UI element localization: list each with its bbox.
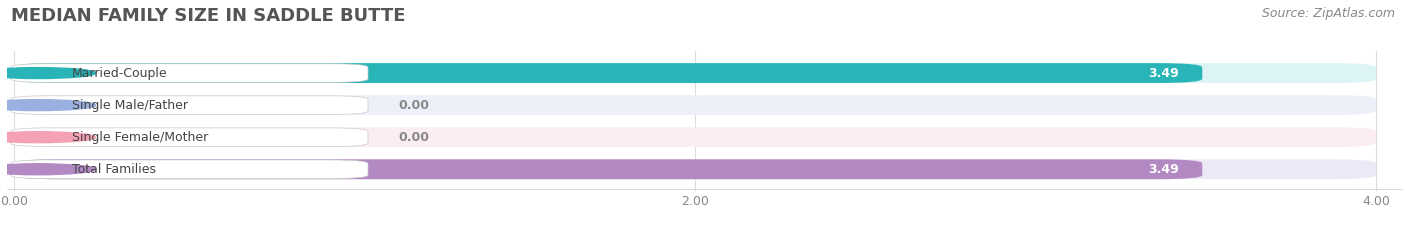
- FancyBboxPatch shape: [10, 160, 368, 178]
- FancyBboxPatch shape: [14, 63, 1376, 83]
- Text: 3.49: 3.49: [1147, 163, 1178, 176]
- Text: Source: ZipAtlas.com: Source: ZipAtlas.com: [1261, 7, 1395, 20]
- FancyBboxPatch shape: [14, 159, 1202, 179]
- Circle shape: [0, 164, 96, 175]
- Circle shape: [0, 132, 96, 143]
- Text: 0.00: 0.00: [399, 99, 430, 112]
- Text: 3.49: 3.49: [1147, 67, 1178, 79]
- Text: Married-Couple: Married-Couple: [72, 67, 167, 79]
- Text: Single Male/Father: Single Male/Father: [72, 99, 188, 112]
- Circle shape: [0, 100, 96, 111]
- FancyBboxPatch shape: [10, 128, 368, 147]
- FancyBboxPatch shape: [14, 63, 1202, 83]
- FancyBboxPatch shape: [10, 96, 368, 114]
- FancyBboxPatch shape: [14, 95, 1376, 115]
- FancyBboxPatch shape: [10, 64, 368, 82]
- Text: Total Families: Total Families: [72, 163, 156, 176]
- FancyBboxPatch shape: [14, 127, 1376, 147]
- Text: 0.00: 0.00: [399, 131, 430, 144]
- Text: Single Female/Mother: Single Female/Mother: [72, 131, 208, 144]
- FancyBboxPatch shape: [14, 159, 1376, 179]
- Circle shape: [0, 68, 96, 79]
- Text: MEDIAN FAMILY SIZE IN SADDLE BUTTE: MEDIAN FAMILY SIZE IN SADDLE BUTTE: [11, 7, 406, 25]
